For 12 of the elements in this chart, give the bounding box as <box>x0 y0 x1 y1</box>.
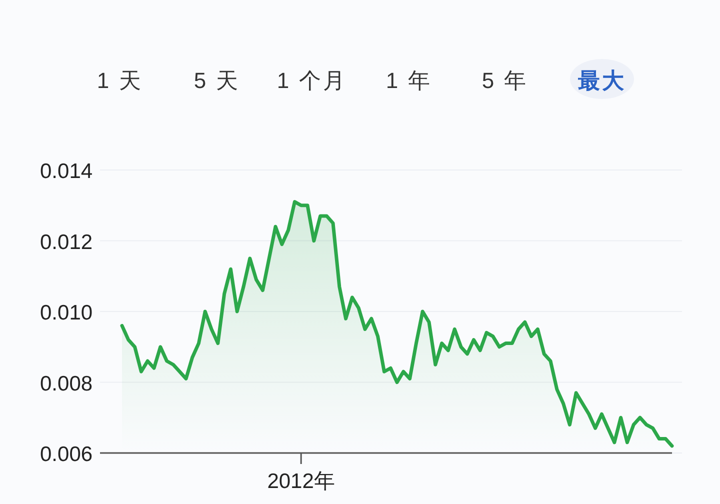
y-tick-label: 0.010 <box>40 302 93 324</box>
y-tick-label: 0.008 <box>40 372 93 396</box>
text: 1 个月 <box>276 68 348 93</box>
text: 1 年 <box>386 68 432 93</box>
text: 最大 <box>577 68 626 93</box>
y-tick-label: 0.012 <box>40 230 93 254</box>
x-tick-label: 2012年 <box>267 470 335 493</box>
text: 5 年 <box>482 68 528 93</box>
text: 1 天 <box>96 68 144 93</box>
y-tick-label: 0.006 <box>40 443 93 466</box>
text: 5 天 <box>194 68 240 93</box>
y-tick-label: 0.014 <box>40 160 93 183</box>
